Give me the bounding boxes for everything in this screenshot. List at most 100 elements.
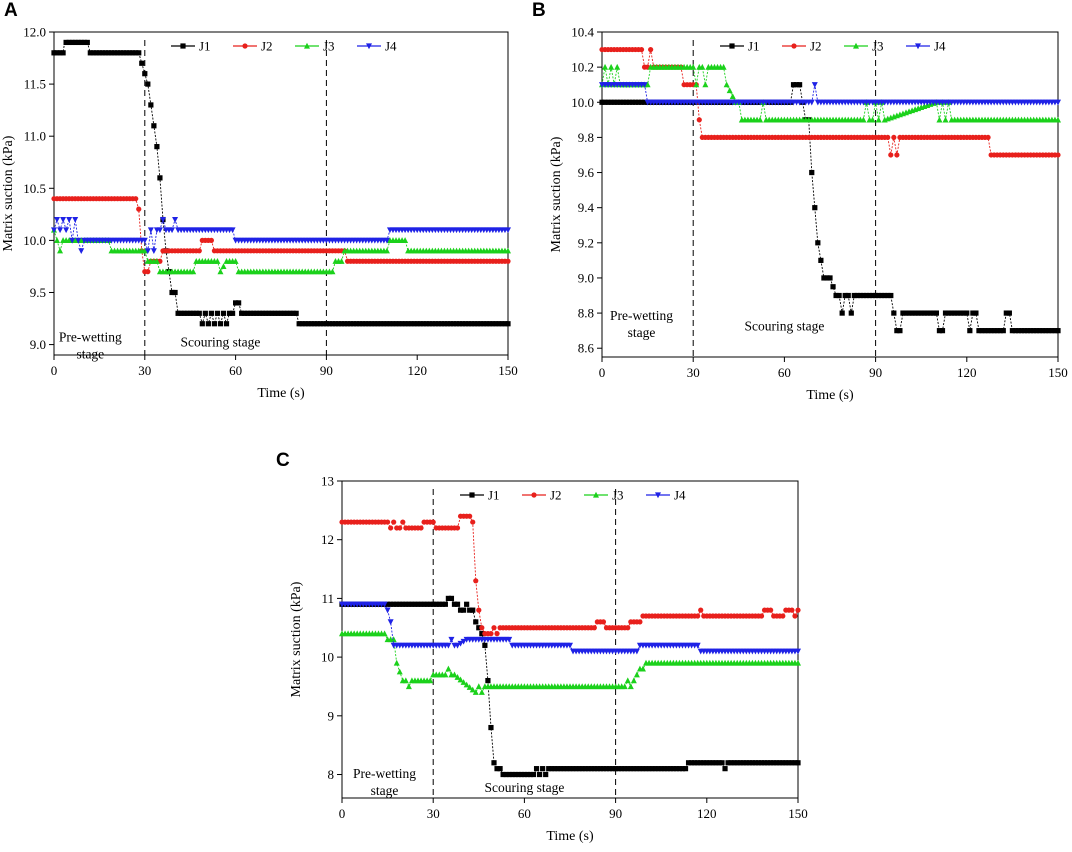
data-point xyxy=(797,82,803,88)
y-tick-label: 9.6 xyxy=(578,165,595,180)
data-point xyxy=(497,766,503,772)
data-point xyxy=(506,636,513,643)
data-point xyxy=(906,310,912,316)
data-point xyxy=(667,766,673,772)
data-point xyxy=(172,289,178,296)
data-point xyxy=(475,321,481,327)
data-point xyxy=(133,196,139,202)
y-tick-label: 8.6 xyxy=(578,341,595,356)
data-point xyxy=(626,99,632,105)
data-point xyxy=(421,601,427,607)
data-point xyxy=(860,116,867,123)
data-point xyxy=(608,63,615,70)
legend-marker xyxy=(655,492,661,499)
data-point xyxy=(142,71,148,77)
data-point xyxy=(184,310,190,316)
legend-label: J3 xyxy=(323,39,335,54)
y-tick-label: 12.0 xyxy=(23,25,46,40)
data-point xyxy=(540,766,546,772)
data-point xyxy=(597,766,603,772)
data-point xyxy=(533,766,540,772)
data-point xyxy=(704,760,710,766)
legend-marker xyxy=(915,43,921,50)
data-point xyxy=(985,328,991,334)
data-point xyxy=(217,321,224,327)
x-tick-label: 60 xyxy=(518,806,531,821)
data-point xyxy=(640,766,646,772)
series-line xyxy=(54,41,508,326)
data-point xyxy=(385,519,391,525)
data-point xyxy=(982,328,988,334)
data-point xyxy=(1055,152,1061,158)
data-point xyxy=(936,328,943,334)
x-axis-label: Time (s) xyxy=(257,386,305,401)
data-point xyxy=(448,595,455,602)
data-point xyxy=(994,328,1000,334)
panel-letter: B xyxy=(532,0,546,21)
data-point xyxy=(384,321,390,327)
data-point xyxy=(354,321,360,327)
data-point xyxy=(676,766,683,772)
data-point xyxy=(117,50,124,56)
x-axis-label: Time (s) xyxy=(546,829,594,844)
legend-label: J4 xyxy=(934,39,946,54)
data-point xyxy=(885,292,891,299)
data-point xyxy=(774,760,780,766)
data-point xyxy=(591,625,597,631)
data-point xyxy=(903,310,909,316)
data-point xyxy=(448,636,455,643)
data-point xyxy=(275,310,281,316)
data-point xyxy=(552,766,558,772)
data-point xyxy=(695,760,701,766)
data-point xyxy=(885,134,891,141)
legend: J1 J2 J3 J4 xyxy=(720,39,946,54)
data-point xyxy=(702,81,709,88)
data-point xyxy=(460,321,466,327)
data-point xyxy=(60,50,66,56)
data-point xyxy=(851,292,857,299)
data-point xyxy=(278,310,284,316)
data-point xyxy=(381,601,388,608)
data-point xyxy=(99,50,106,56)
data-point xyxy=(602,63,609,70)
data-point xyxy=(329,321,336,327)
data-point xyxy=(734,760,740,766)
data-point xyxy=(1049,328,1055,334)
data-point xyxy=(894,152,900,158)
data-point xyxy=(383,237,390,244)
data-point xyxy=(102,50,109,56)
data-point xyxy=(385,601,391,607)
data-point xyxy=(690,63,697,70)
data-point xyxy=(229,227,236,234)
y-tick-label: 9.0 xyxy=(578,270,594,285)
data-point xyxy=(269,310,275,316)
data-point xyxy=(493,321,499,327)
data-point xyxy=(281,310,287,316)
data-point xyxy=(308,321,314,327)
data-point xyxy=(479,631,485,637)
data-point xyxy=(375,321,381,327)
series-j3 xyxy=(339,630,801,695)
data-point xyxy=(496,321,502,327)
data-point xyxy=(658,766,664,772)
legend-label: J3 xyxy=(612,488,624,503)
data-point xyxy=(639,665,646,672)
scouring-stage-label: Scouring stage xyxy=(484,780,564,795)
data-point xyxy=(148,102,154,108)
y-axis-label: Matrix suction (kPa) xyxy=(1,135,16,251)
data-point xyxy=(72,216,79,223)
data-point xyxy=(124,50,130,56)
data-point xyxy=(701,760,707,766)
data-point xyxy=(848,310,854,316)
data-point xyxy=(670,766,676,772)
data-point xyxy=(133,50,139,56)
data-point xyxy=(789,607,795,613)
data-point xyxy=(454,642,461,649)
data-point xyxy=(876,292,882,299)
y-tick-label: 10.5 xyxy=(23,181,46,196)
data-point xyxy=(979,328,985,334)
data-point xyxy=(472,689,479,695)
data-point xyxy=(490,321,496,327)
data-point xyxy=(617,99,623,105)
data-point xyxy=(875,116,882,123)
